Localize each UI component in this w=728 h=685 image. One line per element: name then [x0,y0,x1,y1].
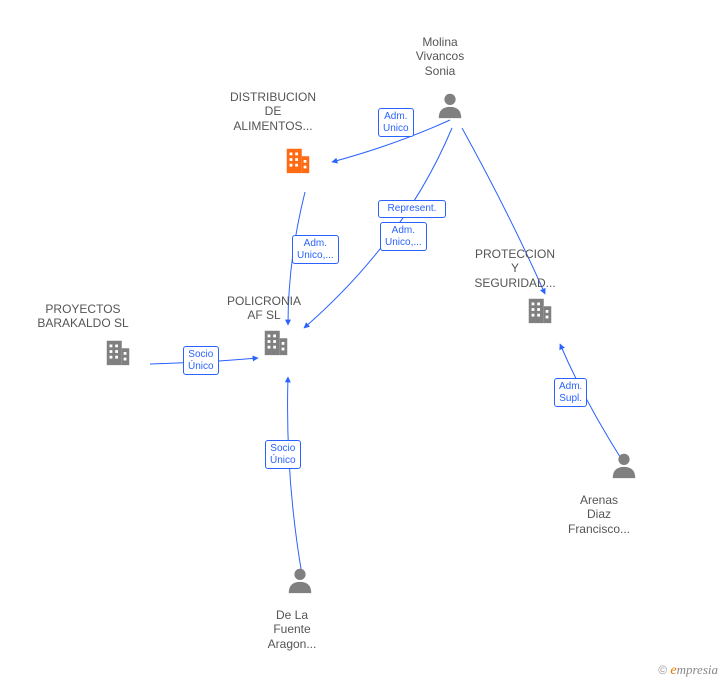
person-icon[interactable] [609,450,639,485]
edge-label: Represent. [378,200,446,218]
edge-label: Adm. Supl. [554,378,587,407]
edge-label: Adm. Unico,... [292,235,339,264]
brand-rest: mpresia [677,662,718,677]
copyright-symbol: © [658,663,667,677]
edge-label: Adm. Unico,... [380,222,427,251]
edge [304,128,452,328]
person-icon[interactable] [435,90,465,125]
building-icon[interactable] [283,145,313,180]
node-label: De La Fuente Aragon... [262,608,322,651]
node-label: POLICRONIA AF SL [219,294,309,323]
building-icon[interactable] [103,337,133,372]
edge-label: Adm. Unico [378,108,414,137]
edge-label: Socio Único [265,440,301,469]
footer-attribution: © empresia [658,662,718,679]
diagram-canvas: DISTRIBUCION DE ALIMENTOS... Molina Viva… [0,0,728,685]
node-label: Molina Vivancos Sonia [400,35,480,78]
person-icon[interactable] [285,565,315,600]
building-icon[interactable] [261,327,291,362]
node-label: PROYECTOS BARAKALDO SL [23,302,143,331]
node-label: DISTRIBUCION DE ALIMENTOS... [218,90,328,133]
node-label: PROTECCION Y SEGURIDAD... [465,247,565,290]
building-icon[interactable] [525,295,555,330]
edge-label: Socio Único [183,346,219,375]
node-label: Arenas Diaz Francisco... [554,493,644,536]
edge [288,377,302,575]
